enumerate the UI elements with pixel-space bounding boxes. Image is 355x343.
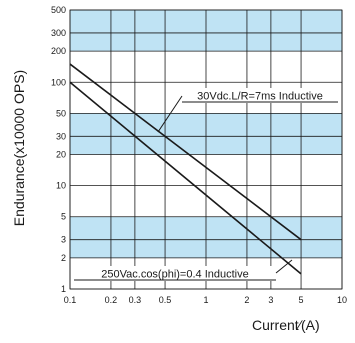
y-tick-label: 3	[61, 235, 66, 245]
annotation-leader-0	[157, 95, 183, 133]
grid-lines	[69, 9, 343, 290]
x-tick-label: 3	[268, 295, 273, 305]
y-tick-label: 200	[51, 46, 66, 56]
y-tick-label: 100	[51, 77, 66, 87]
x-tick-label: 2	[244, 295, 249, 305]
annotation-label-0: 30Vdc.L/R=7ms Inductive	[197, 91, 323, 103]
x-tick-label: 0.3	[129, 295, 142, 305]
annotation-label-1: 250Vac.cos(phi)=0.4 Inductive	[101, 269, 248, 281]
series-line-1	[69, 81, 302, 275]
annotation-box-1	[72, 266, 278, 281]
series-line-0	[69, 63, 302, 241]
x-tick-label: 0.1	[64, 295, 77, 305]
annotation-leader-1	[275, 259, 293, 274]
x-tick-label: 0.5	[159, 295, 172, 305]
y-axis-label: Endurance(x10000 OPS)	[11, 70, 27, 226]
x-tick-label: 10	[337, 295, 347, 305]
y-tick-label: 20	[56, 150, 66, 160]
x-tick-label: 1	[203, 295, 208, 305]
y-tick-label: 1	[61, 284, 66, 294]
plot-border	[69, 9, 343, 290]
y-tick-label: 30	[56, 131, 66, 141]
x-tick-label: 5	[299, 295, 304, 305]
x-tick-label: 0.2	[105, 295, 118, 305]
y-tick-label: 300	[51, 28, 66, 38]
x-axis-label: Current∕(A)	[252, 317, 320, 333]
series-lines	[69, 63, 302, 275]
y-tick-label: 500	[51, 5, 66, 15]
y-tick-labels: 1 2 3 5 10 20 30 50 100 200 300 500	[51, 5, 66, 294]
y-tick-label: 2	[61, 253, 66, 263]
y-tick-label: 50	[56, 108, 66, 118]
y-tick-label: 10	[56, 181, 66, 191]
annotation-box-0	[180, 88, 340, 103]
y-tick-label: 5	[61, 212, 66, 222]
annotations: 30Vdc.L/R=7ms Inductive 250Vac.cos(phi)=0…	[72, 88, 340, 281]
x-tick-labels: 0.1 0.2 0.3 0.5 1 2 3 5 10	[64, 295, 347, 305]
